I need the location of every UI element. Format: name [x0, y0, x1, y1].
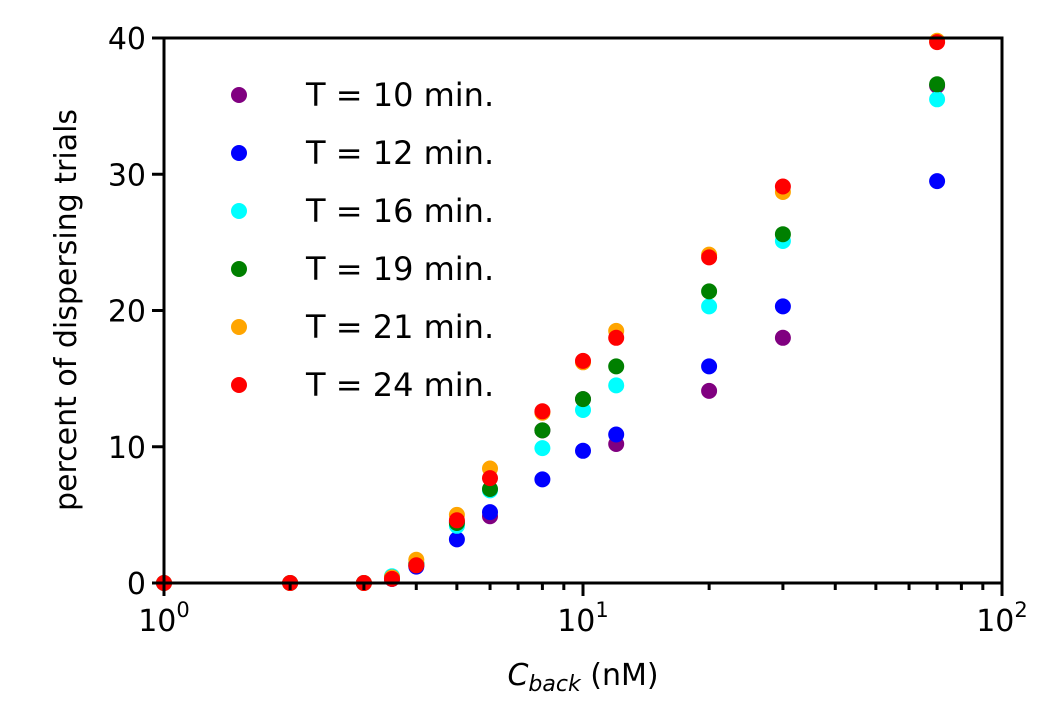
- x-tick-label-0: 100: [138, 598, 190, 639]
- data-points: [156, 32, 946, 591]
- x-axis-label: Cback (nM): [507, 658, 658, 697]
- data-point-3-8: [575, 391, 591, 408]
- legend-label-3: T = 19 min.: [305, 250, 494, 288]
- data-point-2-9: [608, 377, 625, 394]
- x-axis-label-subscript: back: [528, 672, 582, 697]
- data-point-5-8: [575, 352, 591, 369]
- data-point-1-7: [534, 471, 551, 488]
- data-point-1-5: [448, 531, 465, 548]
- y-tick-label-2: 20: [108, 295, 146, 330]
- x-tick-label-2: 102: [976, 598, 1028, 639]
- data-point-3-12: [929, 76, 946, 93]
- x-axis-label-symbol: C: [507, 658, 528, 693]
- data-point-2-10: [701, 298, 718, 315]
- y-axis-ticks: 0 10 20 30 40: [108, 22, 164, 602]
- data-point-5-6: [482, 470, 498, 487]
- y-tick-label-3: 30: [108, 158, 146, 193]
- legend-label-4: T = 21 min.: [305, 308, 494, 346]
- data-point-5-4: [408, 557, 425, 574]
- legend-marker-5: [231, 377, 247, 393]
- legend-label-0: T = 10 min.: [305, 76, 494, 114]
- x-axis-ticks: 100 101 102: [138, 583, 1028, 639]
- data-point-3-7: [534, 422, 551, 439]
- axes: [162, 36, 1004, 585]
- y-tick-label-1: 10: [108, 431, 146, 466]
- data-point-2-7: [534, 440, 551, 457]
- data-point-1-6: [482, 504, 498, 521]
- legend-marker-3: [231, 261, 247, 277]
- legend-label-5: T = 24 min.: [305, 366, 494, 404]
- data-point-1-10: [701, 358, 718, 375]
- data-point-5-7: [534, 403, 551, 420]
- data-point-5-9: [608, 329, 625, 346]
- legend-marker-1: [231, 145, 247, 161]
- y-tick-label-4: 40: [108, 22, 146, 57]
- y-tick-label-0: 0: [127, 567, 146, 602]
- data-point-5-11: [774, 178, 791, 195]
- legend-label-2: T = 16 min.: [305, 192, 494, 230]
- data-point-1-11: [774, 298, 791, 315]
- data-point-5-5: [448, 512, 465, 529]
- data-point-1-12: [929, 173, 946, 190]
- data-point-0-10: [701, 382, 718, 399]
- y-axis-label: percent of dispersing trials: [49, 109, 84, 511]
- x-tick-label-1: 101: [557, 598, 609, 639]
- data-point-5-10: [701, 249, 718, 266]
- x-axis-label-unit: (nM): [581, 658, 659, 693]
- data-point-0-11: [774, 329, 791, 346]
- plot-frame: [162, 36, 1004, 585]
- legend-label-1: T = 12 min.: [305, 134, 494, 172]
- data-point-1-9: [608, 426, 625, 443]
- legend: T = 10 min. T = 12 min. T = 16 min. T = 19 …: [231, 76, 494, 404]
- legend-marker-2: [231, 203, 247, 219]
- data-point-2-12: [929, 91, 946, 108]
- data-point-3-11: [774, 226, 791, 243]
- data-point-3-9: [608, 358, 625, 375]
- data-point-1-8: [575, 442, 591, 459]
- legend-marker-4: [231, 319, 247, 335]
- legend-marker-0: [231, 87, 247, 103]
- data-point-3-10: [701, 283, 718, 300]
